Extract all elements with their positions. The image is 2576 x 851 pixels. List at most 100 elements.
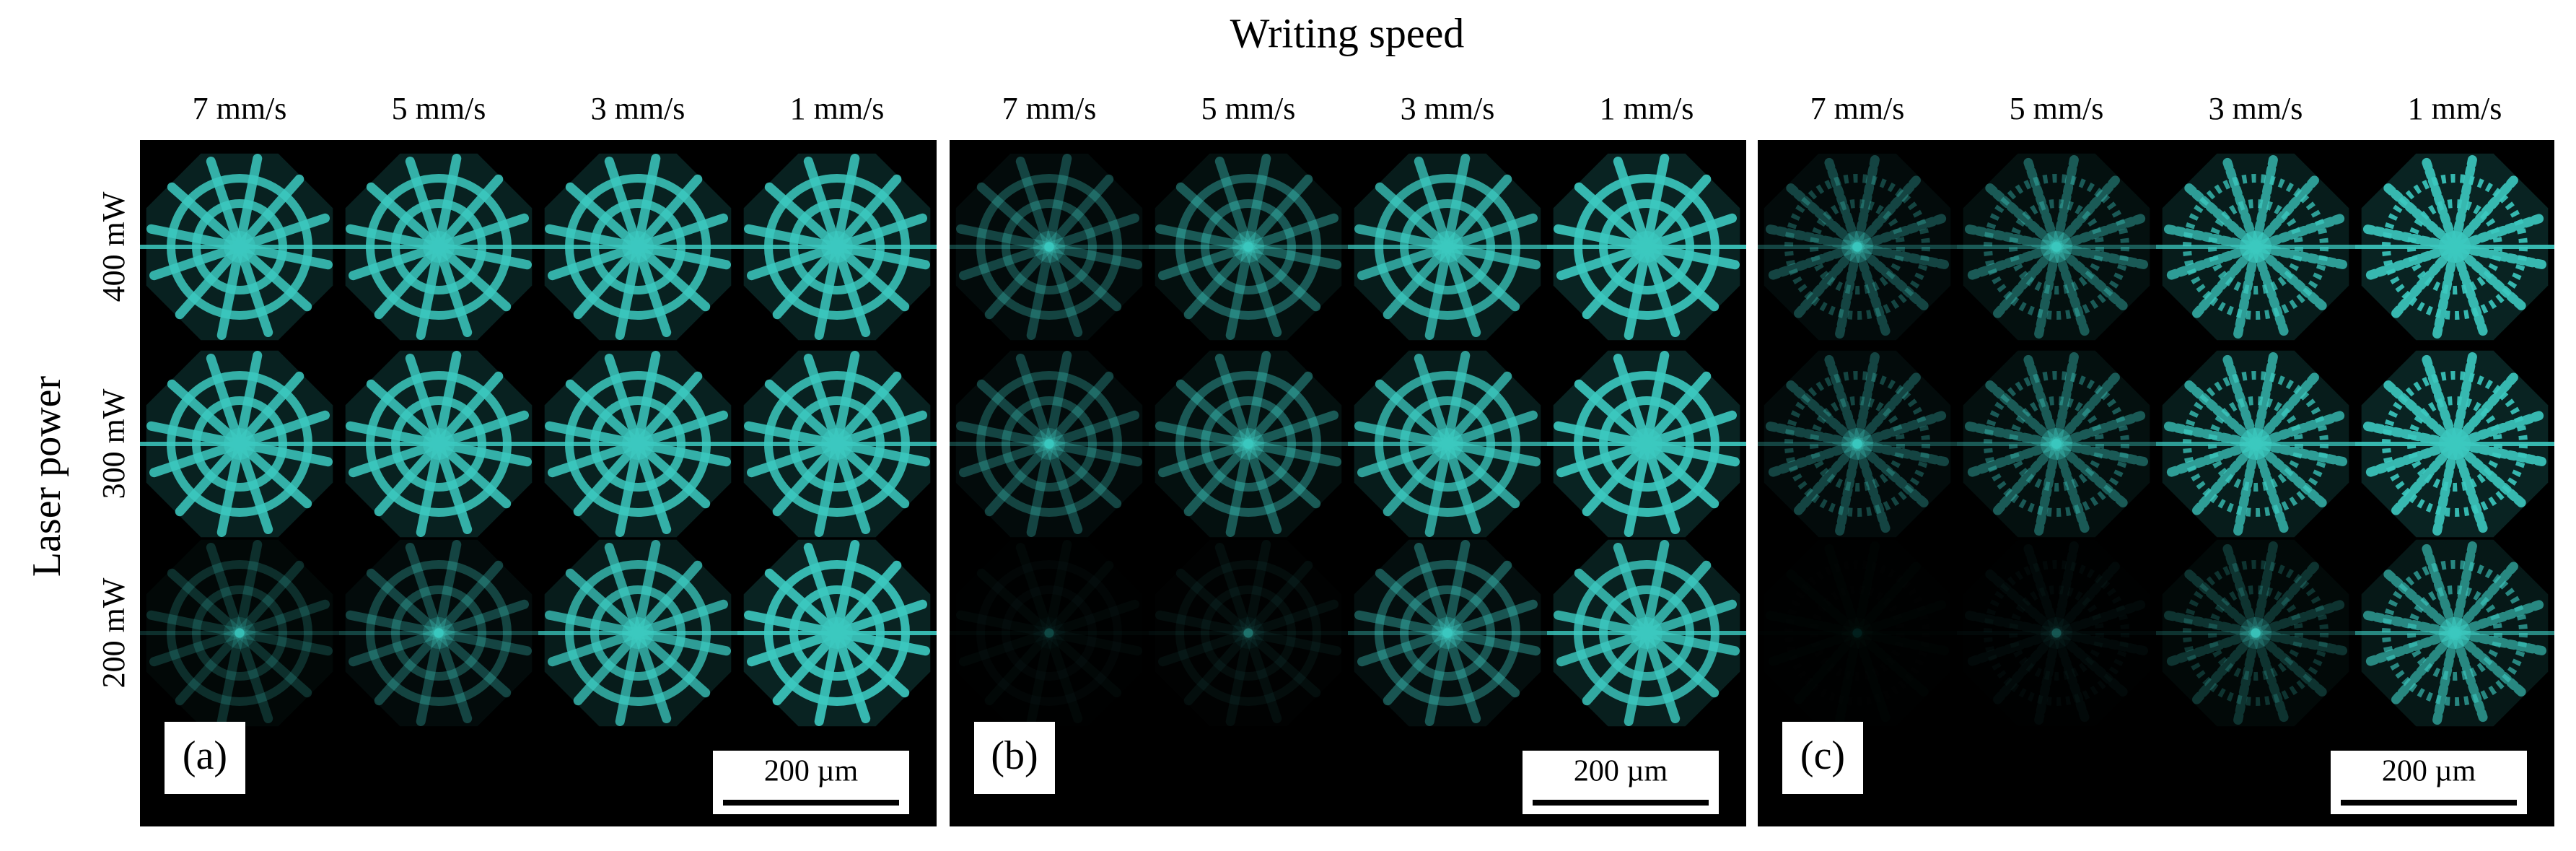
structure: [538, 350, 737, 538]
ring: [565, 371, 711, 517]
row-label: 300 mW: [96, 388, 131, 499]
spoke: [1992, 628, 2062, 706]
spoke: [434, 599, 529, 638]
panel-label: (b): [991, 733, 1038, 778]
spoke: [206, 543, 245, 638]
spoke: [2165, 628, 2261, 667]
spoke: [1966, 242, 2062, 281]
ring: [1784, 371, 1930, 517]
spoke: [2051, 439, 2150, 467]
spoke: [2233, 628, 2261, 726]
hub: [1033, 428, 1065, 460]
spoke: [1225, 439, 1253, 537]
spoke: [1852, 439, 1950, 467]
ring: [1175, 174, 1321, 320]
spoke: [1044, 439, 1122, 509]
spoke: [2450, 540, 2478, 638]
structure: [1348, 153, 1547, 341]
hub: [1631, 428, 1662, 460]
ring: [2407, 585, 2502, 681]
column-label: 1 mm/s: [2408, 91, 2502, 126]
hub: [622, 231, 654, 263]
hub: [2041, 231, 2072, 263]
spoke: [1852, 242, 1950, 270]
hub: [821, 617, 853, 649]
ring: [2009, 585, 2104, 681]
spoke: [1963, 610, 2062, 638]
hub: [224, 231, 255, 263]
spoke: [235, 560, 305, 638]
panel-content: [1758, 153, 2554, 727]
ring: [2382, 371, 2528, 517]
spoke: [1966, 439, 2062, 478]
ring: [167, 174, 312, 320]
spoke: [434, 628, 512, 698]
spoke: [2251, 628, 2349, 656]
ring: [1201, 585, 1296, 681]
spoke: [1984, 182, 2062, 252]
spoke: [1155, 610, 1253, 638]
spoke: [1243, 439, 1341, 467]
spoke: [2362, 610, 2460, 638]
ring: [565, 560, 711, 706]
spoke: [2023, 543, 2062, 638]
ring: [764, 371, 910, 517]
spoke: [175, 628, 245, 706]
hub: [2439, 617, 2471, 649]
spoke: [1767, 439, 1862, 478]
panel-label-box: [1782, 722, 1863, 794]
spoke: [405, 543, 444, 638]
spoke: [1243, 242, 1282, 337]
spoke: [366, 568, 444, 638]
halo: [1155, 153, 1342, 341]
ring: [2407, 396, 2502, 492]
hub: [2240, 617, 2271, 649]
halo: [345, 539, 533, 727]
structure: [538, 153, 737, 341]
structure: [2156, 350, 2355, 538]
spoke: [1784, 182, 1862, 252]
spoke: [1852, 174, 1922, 252]
hub: [1841, 428, 1873, 460]
structure: [737, 539, 937, 727]
structure: [1149, 153, 1348, 341]
ring: [2183, 560, 2329, 706]
spoke: [2051, 174, 2121, 252]
spoke: [1442, 560, 1512, 638]
spoke: [956, 224, 1054, 252]
hub: [423, 428, 455, 460]
spoke: [216, 628, 245, 726]
hub: [1631, 231, 1662, 263]
spoke: [1424, 628, 1453, 726]
ring: [1574, 371, 1719, 517]
ring: [1810, 396, 1905, 492]
y-axis-label: Laser power: [25, 376, 69, 577]
hub: [2041, 428, 2072, 460]
structure: [950, 350, 1149, 538]
spoke: [1852, 242, 1891, 337]
structure: [1348, 350, 1547, 538]
spoke: [1183, 439, 1253, 517]
hub: [2240, 231, 2271, 263]
hub: [1432, 231, 1463, 263]
spoke: [1852, 213, 1948, 252]
row-label: 400 mW: [96, 191, 131, 302]
spoke: [2051, 351, 2080, 449]
spoke: [959, 242, 1054, 281]
spoke: [2051, 410, 2147, 449]
ring: [2208, 585, 2303, 681]
column-label: 7 mm/s: [1810, 91, 1905, 126]
ring: [789, 585, 885, 681]
structure: [1149, 540, 1348, 726]
ring: [2382, 560, 2528, 706]
spoke: [2432, 628, 2460, 726]
halo: [955, 153, 1143, 341]
spoke: [2222, 543, 2261, 638]
ring: [764, 560, 910, 706]
spoke: [167, 568, 245, 638]
spoke: [2421, 543, 2460, 638]
ring: [1599, 396, 1694, 492]
halo: [1963, 153, 2150, 341]
halo: [1764, 153, 1951, 341]
ring: [789, 396, 885, 492]
